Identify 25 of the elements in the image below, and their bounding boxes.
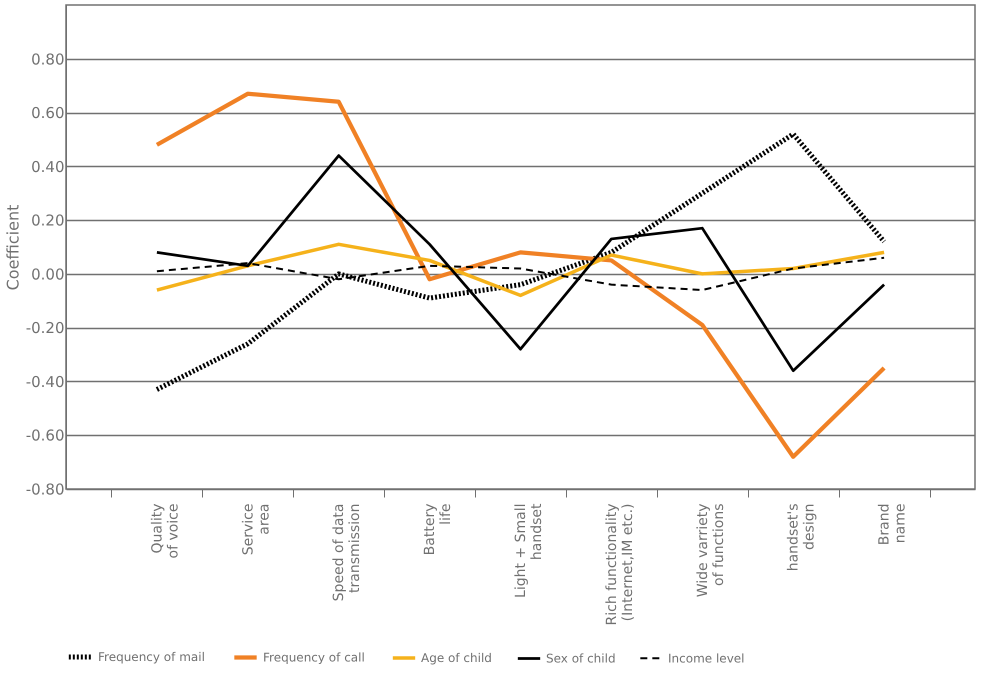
x-tick-label: Rich functionality (Internet,IM etc.) [604,504,636,626]
x-tick-label: Battery life [422,504,454,556]
line-series [154,92,886,459]
y-tick-label: 0.40 [31,158,64,176]
x-tick-label: Quality of voice [149,504,182,558]
legend-label: Sex of child [546,652,616,666]
x-tick-label: handset's design [786,504,818,572]
x-tick-label: Wide varriety of functions [694,504,727,598]
x-tick-label: Service area [240,504,272,556]
x-tick-label: Light + Small handset [513,502,545,598]
y-tick-label: -0.40 [26,372,64,391]
x-tick-label: Brand name [876,504,909,546]
y-tick-label: 0.60 [31,104,64,122]
y-tick-label: -0.20 [26,319,64,338]
y-tick-label: 0.00 [31,265,64,284]
y-tick-label: 0.80 [31,50,64,68]
y-tick-label: -0.60 [26,426,64,445]
legend-label: Frequency of mail [98,650,205,664]
y-tick-label: -0.80 [26,480,64,498]
legend-label: Frequency of call [263,650,365,664]
y-tick-label: 0.20 [31,212,64,230]
y-axis-title: Coefficient [4,204,23,290]
legend-label: Income level [668,651,745,666]
legend-label: Age of child [421,651,492,665]
line-series [155,242,886,298]
